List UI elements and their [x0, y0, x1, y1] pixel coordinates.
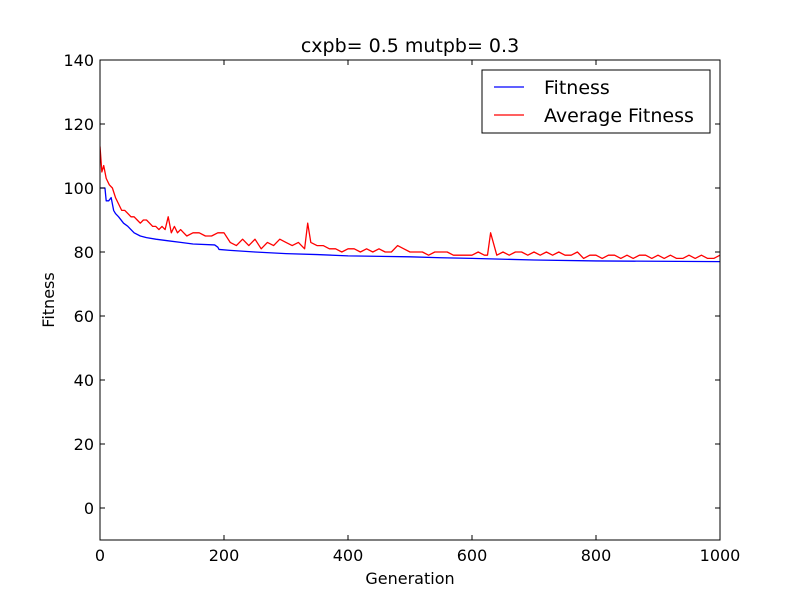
- x-tick-label: 400: [333, 546, 364, 565]
- series-line-fitness: [100, 187, 720, 263]
- y-tick-label: 0: [84, 499, 94, 518]
- x-tick-label: 1000: [700, 546, 741, 565]
- x-tick-label: 600: [457, 546, 488, 565]
- y-tick-label: 80: [74, 243, 94, 262]
- y-tick-label: 100: [63, 179, 94, 198]
- y-tick-label: 20: [74, 435, 94, 454]
- y-tick-label: 140: [63, 51, 94, 70]
- legend-box: [481, 69, 711, 134]
- y-tick-label: 60: [74, 307, 94, 326]
- y-tick-label: 40: [74, 371, 94, 390]
- y-axis-label: Fitness: [39, 272, 58, 327]
- legend-label-fitness: Fitness: [544, 77, 610, 99]
- legend: Fitness Average Fitness: [481, 69, 711, 134]
- plot-frame: [99, 59, 721, 541]
- legend-label-average-fitness: Average Fitness: [544, 105, 694, 127]
- x-tick-label: 200: [209, 546, 240, 565]
- x-tick-label: 0: [95, 546, 105, 565]
- chart-title: cxpb= 0.5 mutpb= 0.3: [301, 35, 519, 57]
- x-axis-label: Generation: [365, 569, 454, 588]
- y-tick-label: 120: [63, 115, 94, 134]
- x-tick-label: 800: [581, 546, 612, 565]
- series-line-average-fitness: [100, 146, 720, 260]
- plot-area: 0 200 400 600 800 1000 0 20 40 60 80 100 120 140: [63, 51, 740, 565]
